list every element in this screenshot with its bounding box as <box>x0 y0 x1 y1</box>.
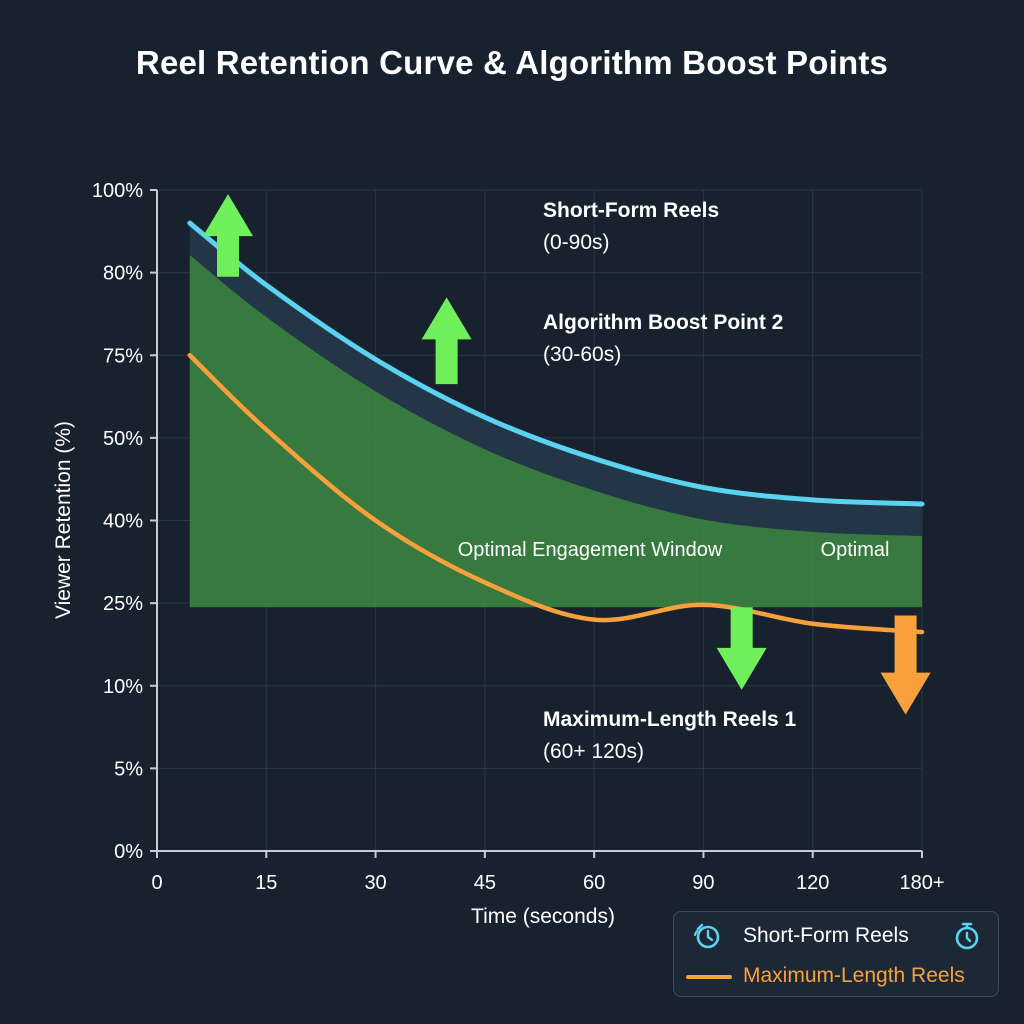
y-axis-label: Viewer Retention (%) <box>52 421 75 619</box>
x-tick-label: 0 <box>151 872 162 894</box>
annotation-short-form-subtitle: (0-90s) <box>543 231 610 254</box>
window-label: Optimal Engagement Window <box>458 539 723 561</box>
series-line-short-form <box>187 220 925 507</box>
y-tick-label: 80% <box>103 263 143 285</box>
x-tick-label: 90 <box>692 872 714 894</box>
series-line-max-length <box>187 353 925 635</box>
y-tick-label: 25% <box>103 593 143 615</box>
legend-label-max-length: Maximum-Length Reels <box>743 964 965 987</box>
annotation-boost-point-subtitle: (30-60s) <box>543 343 621 366</box>
y-tick-label: 5% <box>114 758 143 780</box>
boost-arrow-down-3 <box>716 607 767 690</box>
window-label-right: Optimal <box>821 539 890 561</box>
x-tick-label: 180+ <box>899 872 944 894</box>
y-tick-label: 40% <box>103 511 143 533</box>
y-tick-label: 100% <box>92 180 143 202</box>
legend-item-short-form: Short-Form Reels <box>674 916 998 956</box>
chart-title: Reel Retention Curve & Algorithm Boost P… <box>135 44 889 81</box>
line-swatch-icon <box>686 975 732 979</box>
boost-arrow-up-2 <box>421 297 472 385</box>
annotation-max-length-title: Maximum-Length Reels 1 <box>543 708 797 731</box>
boost-arrow-up-1 <box>203 194 254 277</box>
series-lines <box>187 220 925 635</box>
y-tick-label: 75% <box>103 345 143 367</box>
annotation-short-form-title: Short-Form Reels <box>543 199 719 222</box>
boost-arrows <box>203 194 931 715</box>
x-axis-label: Time (seconds) <box>471 905 615 928</box>
boost-arrow-down-4 <box>880 615 931 715</box>
x-tick-label: 30 <box>364 872 386 894</box>
retention-band <box>189 223 923 536</box>
legend-item-max-length: Maximum-Length Reels <box>674 956 998 996</box>
x-tick-label: 120 <box>796 872 829 894</box>
y-tick-label: 50% <box>103 428 143 450</box>
y-tick-label: 0% <box>114 841 143 863</box>
y-tick-label: 10% <box>103 676 143 698</box>
band-shape <box>189 223 923 536</box>
legend: Short-Form Reels Maximum-Length Reels <box>673 911 999 997</box>
x-tick-label: 60 <box>583 872 605 894</box>
annotation-max-length-subtitle: (60+ 120s) <box>543 740 644 763</box>
axes: 0 15 30 45 60 90 120 180+ 0% 5% 10% 25% 40% 50% 75% 80%… <box>92 180 945 894</box>
timer-icon <box>952 921 982 951</box>
x-tick-label: 15 <box>255 872 277 894</box>
x-tick-label: 45 <box>474 872 496 894</box>
legend-label-short-form: Short-Form Reels <box>743 924 909 947</box>
stopwatch-icon <box>693 921 723 951</box>
annotation-boost-point-title: Algorithm Boost Point 2 <box>543 311 783 334</box>
chart-text: Short-Form Reels (0-90s) Algorithm Boost… <box>52 199 889 928</box>
